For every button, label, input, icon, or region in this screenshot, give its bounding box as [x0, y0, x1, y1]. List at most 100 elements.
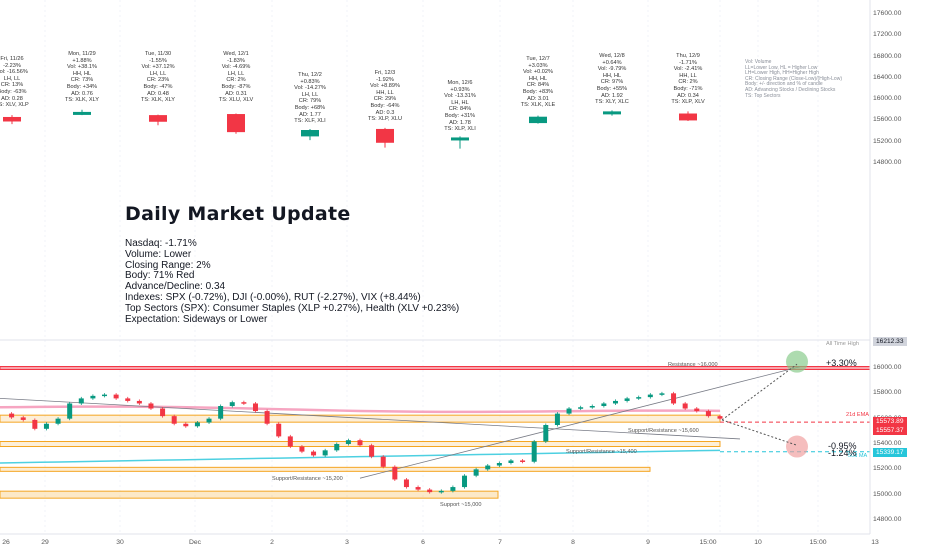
- last-price-tag: 15557.37: [873, 426, 907, 435]
- x-tick-label: Dec: [188, 539, 202, 546]
- price-candle: [601, 403, 607, 406]
- level-label: Support/Resistance ~15,600: [628, 428, 699, 434]
- price-candle: [415, 487, 421, 490]
- y-tick-upper: 16400.00: [873, 73, 902, 81]
- ma50-line: [0, 449, 721, 464]
- day-line: Vol: -4.69%: [221, 64, 251, 71]
- price-candle: [206, 418, 212, 423]
- y-tick-upper: 15600.00: [873, 116, 902, 124]
- day-line: HH, HL: [602, 72, 622, 79]
- x-tick-label: 8: [571, 539, 575, 546]
- day-line: Body: -63%: [0, 88, 27, 95]
- price-candle: [717, 416, 723, 419]
- level-band-fill: [0, 415, 720, 423]
- ema-tag: 15573.89: [873, 417, 907, 426]
- level-band: [0, 490, 499, 499]
- day-line: TS: XLF, XLI: [294, 118, 326, 125]
- summary-text: Nasdaq: -1.71% Volume: Lower Closing Range…: [125, 238, 459, 325]
- day-line: -1.71%: [679, 59, 697, 66]
- price-candle: [380, 456, 386, 467]
- x-tick-label: 26: [2, 539, 10, 546]
- y-tick-upper: 15200.00: [873, 137, 902, 145]
- day-line: TS: XLK, XLY: [140, 97, 176, 104]
- day-line: HH, HL: [528, 75, 548, 82]
- day-line: CR: 2%: [678, 79, 698, 86]
- price-candle: [450, 487, 456, 491]
- level-label: Resistance ~16,000: [668, 362, 718, 368]
- day-line: Vol: -9.79%: [597, 66, 627, 73]
- candle-body: [376, 128, 394, 143]
- day-line: TS: XLP, XLU: [367, 116, 403, 123]
- day-line: Mon, 12/6: [447, 80, 473, 86]
- price-candle: [485, 465, 491, 470]
- legend-line: CR: Closing Range (Close-Low)/(High-Low): [745, 75, 842, 82]
- day-line: Vol: +38.1%: [66, 64, 97, 71]
- level-label: Support/Resistance ~15,400: [566, 449, 637, 455]
- day-line: TS: XLU, XLV: [218, 97, 254, 104]
- day-line: Body: +31%: [444, 112, 476, 119]
- day-summary: Fri, 12/3 -1.92% Vol: +8.89% HH, LL CR: 29% B…: [353, 70, 417, 123]
- price-candle: [322, 450, 328, 456]
- price-candle: [496, 463, 502, 466]
- day-line: -1.92%: [376, 76, 394, 83]
- trend-line: [0, 398, 741, 440]
- y-tick-lower: 15800.00: [873, 389, 902, 397]
- x-tick-label: 29: [41, 539, 49, 546]
- price-candle: [636, 397, 642, 399]
- price-candle: [78, 398, 84, 404]
- price-candle: [531, 441, 537, 462]
- price-candle: [694, 408, 700, 412]
- price-candle: [462, 475, 468, 488]
- day-line: Body: +83%: [522, 88, 554, 95]
- day-line: +3.03%: [528, 62, 548, 69]
- day-line: TS: XLP, XLI: [444, 126, 476, 133]
- y-tick-upper: 16800.00: [873, 52, 902, 60]
- price-candle: [67, 403, 73, 419]
- price-candle: [438, 490, 444, 493]
- price-candle: [543, 425, 549, 442]
- x-tick-label: 2: [270, 539, 274, 546]
- day-line: -2.23%: [3, 62, 21, 69]
- price-candle: [90, 395, 96, 399]
- day-line: LH, LL: [3, 75, 21, 82]
- day-line: Vol: -2.41%: [673, 66, 703, 73]
- price-candle: [624, 398, 630, 401]
- day-line: HH, HL: [72, 70, 92, 77]
- target-label: +3.30%: [826, 358, 857, 368]
- grid: [0, 0, 870, 534]
- price-axis: [0, 0, 871, 535]
- level-label: Support ~15,000: [440, 502, 482, 508]
- price-candle: [102, 394, 108, 397]
- day-line: AD: 1.78: [449, 119, 471, 126]
- day-line: CR: 2%: [226, 77, 246, 84]
- day-line: AD: 1.92: [601, 92, 623, 99]
- ema-line: [0, 405, 721, 414]
- trend-line: [359, 366, 801, 479]
- target-label: -1.24%: [828, 448, 857, 458]
- day-line: Mon, 11/29: [68, 51, 96, 57]
- page-title: Daily Market Update: [125, 203, 351, 225]
- x-tick-label: 10: [754, 539, 762, 546]
- day-line: AD: 0.48: [147, 90, 169, 97]
- price-candle: [671, 393, 677, 404]
- day-line: +0.93%: [450, 86, 470, 93]
- legend-line: LH=Lower High, HH=Higher High: [745, 70, 819, 77]
- ema-label: 21d EMA: [846, 412, 870, 418]
- price-candle: [334, 444, 340, 451]
- level-lines: [0, 366, 871, 499]
- price-candle: [392, 466, 398, 480]
- price-candle: [160, 408, 166, 417]
- day-line: Body: -87%: [221, 83, 251, 90]
- day-line: Tue, 12/7: [526, 56, 550, 62]
- day-line: Body: -71%: [673, 85, 703, 92]
- day-line: LH, LL: [227, 70, 245, 77]
- price-candle: [241, 402, 247, 404]
- day-summary: Mon, 12/6 +0.93% Vol: -13.31% LH, HL CR: 84%…: [428, 80, 492, 133]
- projection-up: [721, 363, 798, 421]
- y-tick-upper: 14800.00: [873, 159, 902, 166]
- day-line: CR: 23%: [146, 77, 170, 84]
- day-line: TS: XLK, XLY: [64, 97, 100, 104]
- candle-body: [73, 111, 91, 115]
- level-band-fill: [0, 491, 498, 499]
